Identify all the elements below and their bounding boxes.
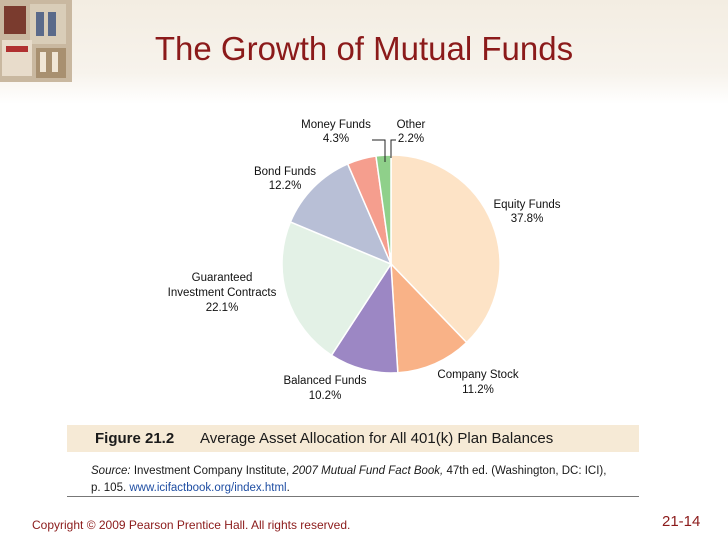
value-guaranteed: 22.1%	[206, 302, 239, 314]
figure-caption: Average Asset Allocation for All 401(k) …	[200, 430, 554, 447]
slice-bond-funds	[289, 162, 393, 266]
label-guaranteed-line2: Investment Contracts	[168, 287, 277, 299]
label-other: Other	[397, 119, 426, 131]
label-guaranteed-line1: Guaranteed	[192, 272, 253, 284]
source-end: .	[286, 482, 290, 494]
page-number: 21-14	[662, 513, 701, 530]
slice-equity-funds	[390, 154, 501, 344]
label-equity-funds: Equity Funds	[493, 199, 560, 211]
value-equity-funds: 37.8%	[511, 213, 544, 225]
leader-line-money	[372, 139, 386, 162]
figure-caption-bar: Figure 21.2 Average Asset Allocation for…	[67, 425, 639, 452]
value-other: 2.2%	[398, 133, 424, 145]
figure-number: Figure 21.2	[95, 430, 175, 447]
source-label: Source:	[91, 465, 131, 477]
slide-title: The Growth of Mutual Funds	[154, 30, 574, 67]
label-money-funds: Money Funds	[301, 119, 371, 131]
leader-line-other	[390, 139, 396, 158]
header-band	[0, 0, 728, 104]
pie-slices	[281, 154, 501, 374]
slice-company-stock	[390, 262, 468, 374]
source-page: p. 105.	[91, 482, 127, 494]
source-url-link[interactable]: www.icifactbook.org/index.html	[129, 482, 287, 494]
slice-balanced-funds	[330, 261, 399, 374]
value-bond-funds: 12.2%	[269, 180, 302, 192]
value-company-stock: 11.2%	[462, 384, 494, 396]
slice-guaranteed-contracts	[281, 220, 393, 357]
source-org: Investment Company Institute,	[133, 465, 290, 477]
leader-lines	[372, 139, 396, 162]
divider-rule	[67, 496, 639, 497]
copyright-text: Copyright © 2009 Pearson Prentice Hall. …	[32, 518, 351, 532]
label-bond-funds: Bond Funds	[254, 166, 316, 178]
source-note: Source: Investment Company Institute, 20…	[91, 463, 636, 497]
source-edition: 47th ed. (Washington, DC: ICI),	[446, 465, 607, 477]
logo-image	[0, 0, 72, 82]
value-money-funds: 4.3%	[323, 133, 349, 145]
value-balanced-funds: 10.2%	[309, 390, 342, 402]
source-book: 2007 Mutual Fund Fact Book,	[292, 465, 444, 477]
label-balanced-funds: Balanced Funds	[283, 375, 366, 387]
label-company-stock: Company Stock	[437, 369, 518, 381]
